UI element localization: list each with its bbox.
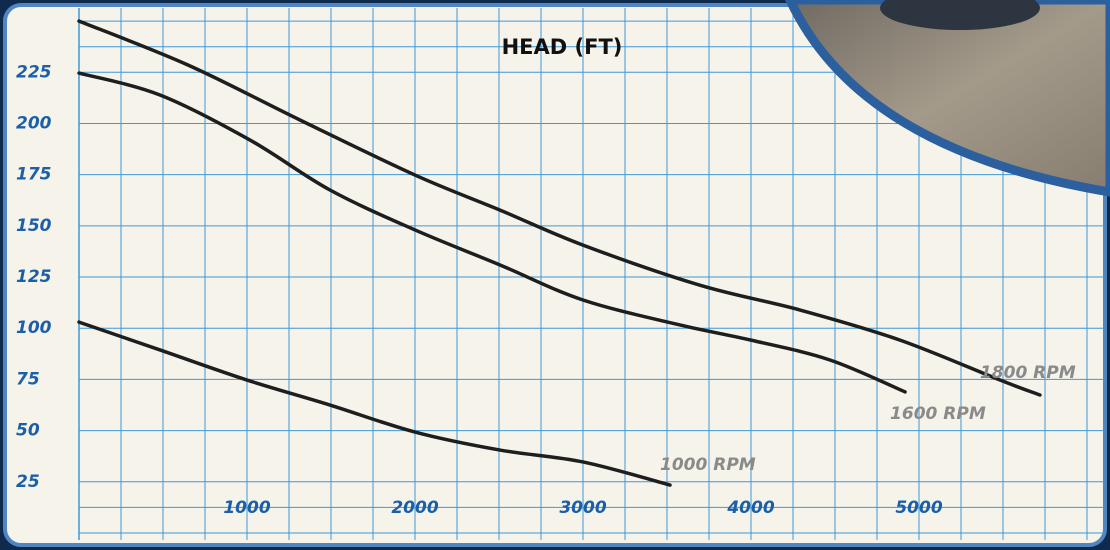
x-tick-label: 1000: [223, 498, 270, 518]
y-tick-label: 125: [16, 267, 52, 287]
y-tick-label: 175: [16, 165, 52, 185]
y-tick-label: 75: [16, 369, 40, 389]
x-tick-label: 4000: [726, 498, 774, 518]
y-tick-label: 25: [16, 472, 40, 492]
chart-title: HEAD (FT): [502, 35, 623, 59]
y-tick-label: 100: [16, 318, 52, 338]
x-tick-label: 2000: [391, 498, 438, 518]
page: 25 50 75 100 125 150 175 200 225 1000 2000 3000 4000…: [0, 0, 1110, 550]
y-tick-label: 200: [16, 113, 52, 133]
series-label: 1800 RPM: [980, 363, 1076, 383]
chart: 25 50 75 100 125 150 175 200 225 1000 2000 3000 4000…: [0, 0, 1110, 550]
y-tick-label: 150: [16, 216, 52, 236]
series-label: 1000 RPM: [660, 455, 756, 475]
y-tick-label: 225: [16, 62, 52, 82]
y-tick-label: 50: [16, 421, 40, 441]
x-tick-label: 3000: [559, 498, 606, 518]
x-tick-label: 5000: [895, 498, 942, 518]
series-label: 1600 RPM: [890, 404, 986, 424]
